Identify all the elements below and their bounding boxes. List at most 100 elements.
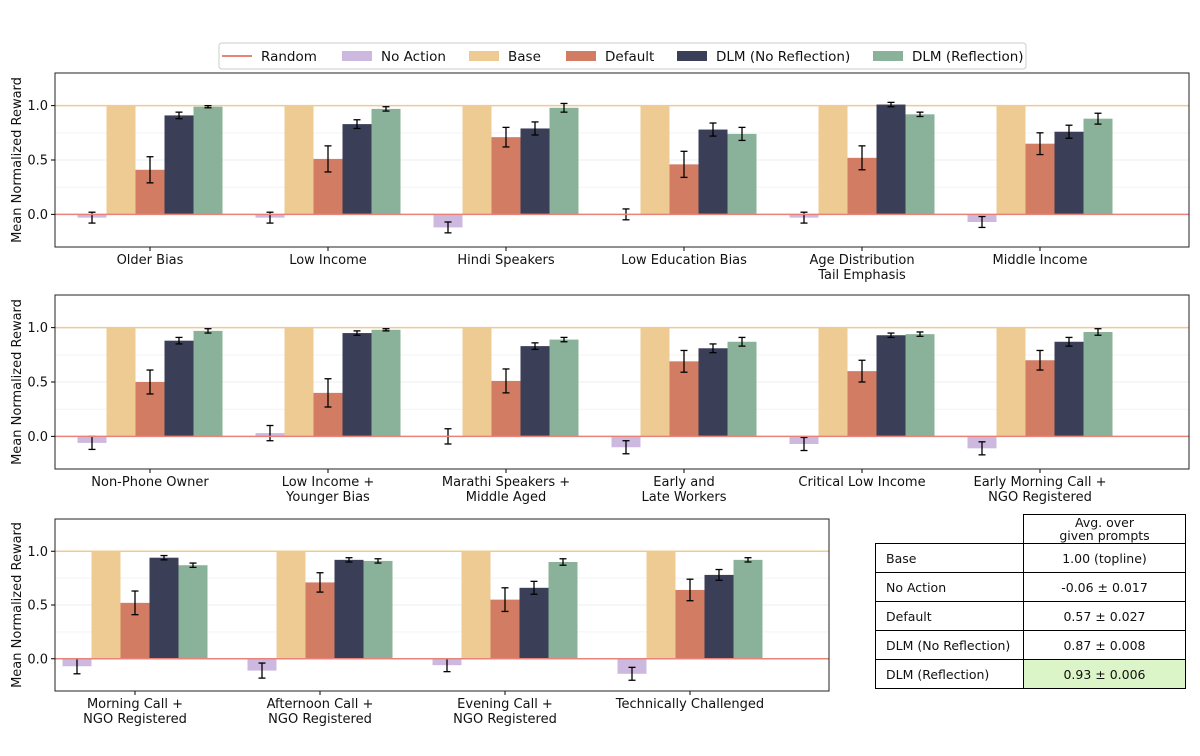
table-row-value: 0.93 ± 0.006	[1023, 659, 1186, 689]
bar	[371, 108, 401, 215]
chart-panel: Older Bias Low Income Hindi Speakers Low Ed…	[10, 72, 1190, 283]
category-label: Early and Late Workers	[641, 475, 726, 505]
category-label: Afternoon Call + NGO Registered	[267, 697, 374, 727]
bar	[640, 327, 670, 437]
bar	[733, 559, 763, 659]
error-bar	[738, 336, 746, 347]
error-bar	[978, 215, 986, 229]
error-bar	[175, 111, 183, 120]
category-label: Hindi Speakers	[457, 253, 554, 268]
legend-item: Random	[222, 49, 317, 65]
category-label-line: Low Income	[289, 253, 367, 268]
error-bar	[715, 568, 723, 581]
legend-box	[218, 42, 1027, 70]
error-bar	[978, 441, 986, 456]
y-axis-label: Mean Normalized Reward	[10, 77, 25, 243]
table-row-label: DLM (Reflection)	[875, 659, 1024, 689]
category-label: Critical Low Income	[798, 475, 925, 490]
category-label-line: Age Distribution	[809, 253, 914, 268]
category-label: Low Income + Younger Bias	[282, 475, 375, 505]
category-label-line: Middle Income	[993, 253, 1088, 268]
y-axis-label: Mean Normalized Reward	[10, 522, 25, 688]
category-label-line: Morning Call +	[87, 697, 183, 712]
charts: Older Bias Low Income Hindi Speakers Low Ed…	[10, 72, 1190, 727]
table-header-row: Avg. over given prompts	[875, 514, 1186, 544]
error-bar	[382, 106, 390, 112]
bar	[905, 114, 935, 215]
bar	[818, 105, 848, 215]
error-bar	[1036, 349, 1044, 371]
y-tick-label: 0.5	[27, 599, 48, 614]
category-label-line: Low Education Bias	[621, 253, 747, 268]
legend-label: DLM (Reflection)	[912, 49, 1024, 65]
table-row: Base 1.00 (topline)	[875, 543, 1186, 573]
error-bar	[858, 145, 866, 171]
bar	[727, 341, 757, 437]
error-bar	[738, 126, 746, 142]
error-bar	[559, 558, 567, 566]
error-bar	[1036, 132, 1044, 156]
error-bar	[1094, 328, 1102, 336]
category-label-line: NGO Registered	[268, 712, 372, 727]
y-tick-label: 0.0	[27, 208, 48, 223]
bar	[1083, 118, 1113, 215]
y-tick-label: 0.0	[27, 430, 48, 445]
bar	[704, 574, 734, 659]
bar	[363, 560, 393, 659]
legend-swatch	[677, 51, 707, 61]
bar	[164, 115, 194, 215]
error-bar	[204, 104, 212, 109]
error-bar	[502, 126, 510, 148]
bar	[669, 361, 699, 437]
legend-swatch	[342, 51, 372, 61]
table-row: DLM (No Reflection) 0.87 ± 0.008	[875, 630, 1186, 660]
bar	[996, 327, 1026, 437]
bar	[519, 587, 549, 659]
category-label: Middle Income	[993, 253, 1088, 268]
category-label-line: NGO Registered	[988, 490, 1092, 505]
bar	[1083, 331, 1113, 437]
error-bar	[502, 368, 510, 394]
category-label-line: Late Workers	[641, 490, 726, 505]
error-bar	[146, 369, 154, 395]
table-row-label: DLM (No Reflection)	[875, 630, 1024, 660]
error-bar	[560, 336, 568, 343]
table-row-value: 0.57 ± 0.027	[1023, 601, 1186, 631]
error-bar	[324, 145, 332, 173]
category-label-line: Younger Bias	[285, 490, 370, 505]
y-tick-label: 1.0	[27, 99, 48, 114]
category-label-line: Critical Low Income	[798, 475, 925, 490]
legend-label: Default	[605, 49, 654, 65]
error-bar	[560, 102, 568, 113]
bar	[727, 133, 757, 215]
category-label-line: Technically Challenged	[615, 697, 764, 712]
bar	[876, 104, 906, 215]
category-label: Morning Call + NGO Registered	[83, 697, 187, 727]
category-label-line: Marathi Speakers +	[442, 475, 570, 490]
bar	[646, 551, 676, 659]
category-label: Low Education Bias	[621, 253, 747, 268]
table-row-value: 1.00 (topline)	[1023, 543, 1186, 573]
bar	[461, 551, 491, 659]
error-bar	[531, 342, 539, 351]
error-bar	[316, 572, 324, 593]
error-bar	[444, 221, 452, 234]
bar	[698, 348, 728, 437]
error-bar	[353, 119, 361, 130]
category-label: Age Distribution Tail Emphasis	[809, 253, 914, 283]
error-bar	[204, 328, 212, 334]
error-bar	[258, 662, 266, 679]
bar	[106, 105, 136, 215]
bar	[91, 551, 121, 659]
error-bar	[531, 121, 539, 136]
category-label-line: Middle Aged	[466, 490, 546, 505]
bar	[675, 589, 705, 659]
table-row: No Action -0.06 ± 0.017	[875, 572, 1186, 602]
category-label-line: Hindi Speakers	[457, 253, 554, 268]
category-label: Low Income	[289, 253, 367, 268]
bar	[193, 330, 223, 437]
category-label-line: Early Morning Call +	[973, 475, 1106, 490]
y-tick-label: 1.0	[27, 321, 48, 336]
bar	[549, 339, 579, 437]
